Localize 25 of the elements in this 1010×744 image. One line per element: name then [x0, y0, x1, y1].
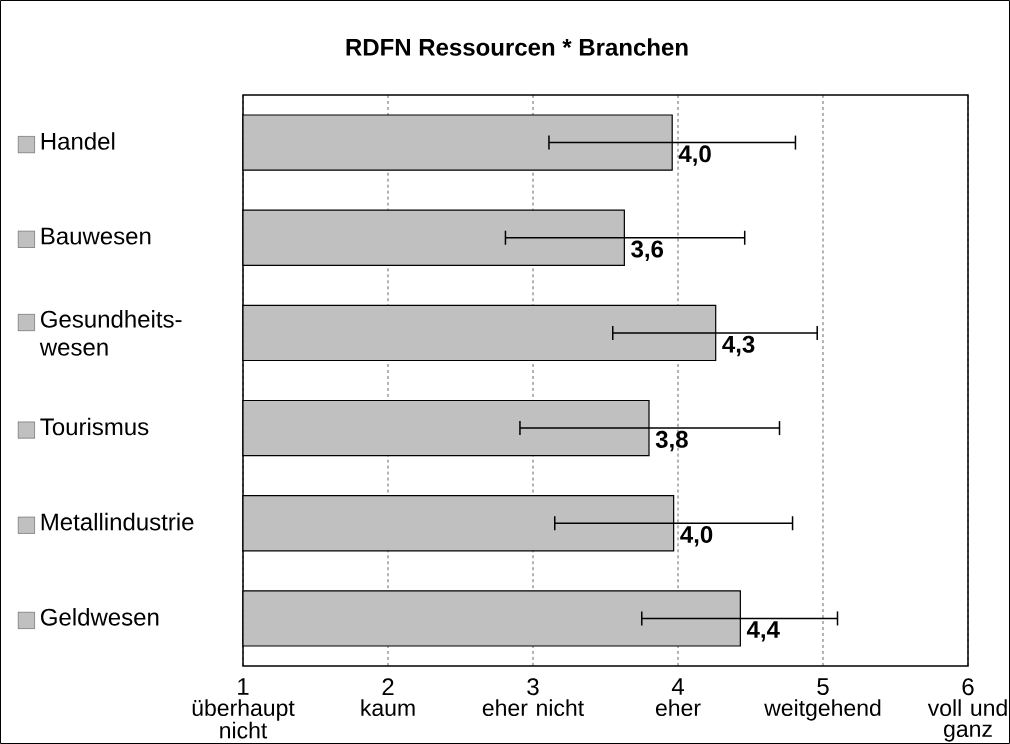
data-label: 3,8 — [655, 430, 688, 452]
y-tick-label: Gesundheits-wesen — [39, 310, 182, 356]
y-tick-label: Metallindustrie — [41, 512, 194, 531]
y-tick-label: Bauwesen — [41, 227, 151, 245]
y-tick-label: Geldwesen — [41, 608, 159, 626]
x-tick-label: 3 — [527, 678, 539, 696]
text: kaum — [361, 699, 415, 717]
data-label: 4,0 — [680, 526, 713, 547]
x-tick-label: 2 — [382, 678, 394, 695]
chart-title: RDFN Ressourcen * Branchen — [346, 38, 688, 56]
data-label: 4,0 — [678, 145, 711, 166]
y-tick-label: Handel — [41, 132, 115, 150]
text: voll und ganz — [927, 699, 1007, 742]
text: weitgehend — [764, 699, 881, 721]
text: eher — [655, 699, 701, 717]
x-tick-label: 1 — [238, 678, 249, 695]
text: überhaupt nicht — [192, 699, 295, 739]
x-tick-label: 4 — [671, 678, 684, 695]
x-tick-label: 5 — [817, 678, 829, 695]
data-label: 4,3 — [722, 335, 755, 357]
data-label: 4,4 — [746, 621, 780, 642]
text: eher nicht — [482, 699, 584, 717]
data-label: 3,6 — [631, 240, 664, 261]
y-tick-label: Tourismus — [40, 417, 149, 436]
x-tick-label: 6 — [962, 678, 974, 696]
